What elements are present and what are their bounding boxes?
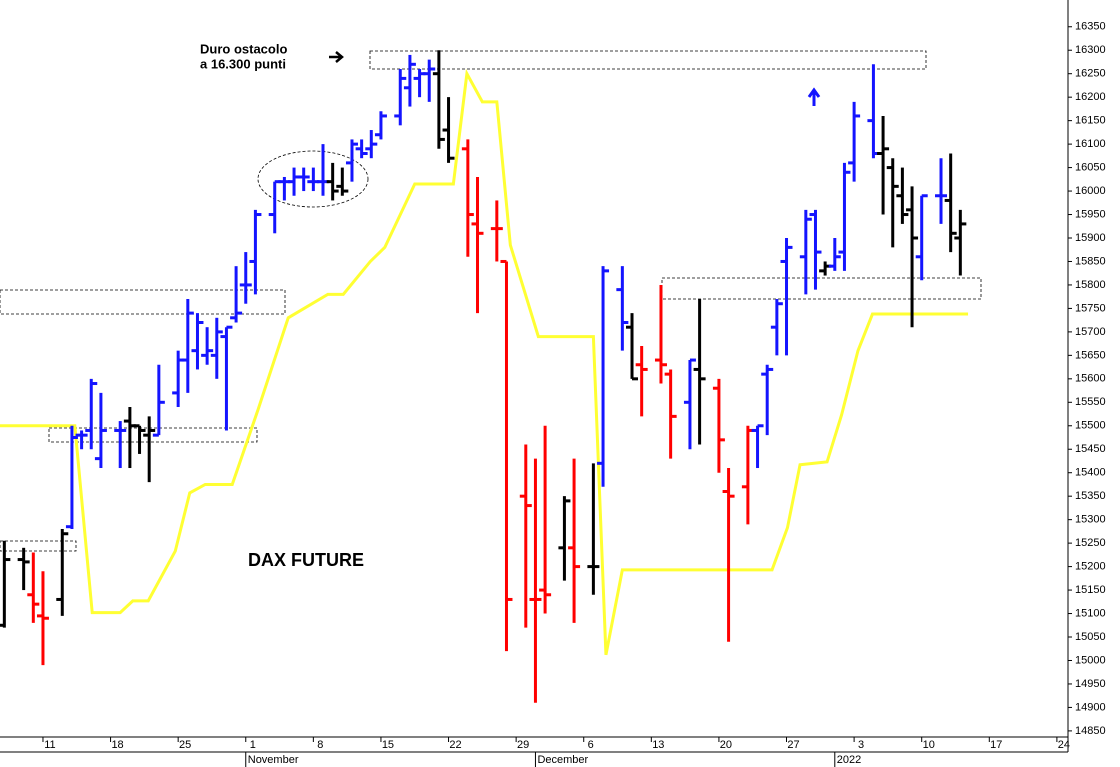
x-tick-label: 10 <box>923 739 935 751</box>
y-tick-label: 15400 <box>1075 467 1106 479</box>
zone-box <box>0 289 286 315</box>
y-tick-label: 15200 <box>1075 561 1106 573</box>
y-tick-label: 15850 <box>1075 255 1106 267</box>
y-tick-label: 15700 <box>1075 326 1106 338</box>
resistance-box <box>369 50 927 70</box>
y-tick-label: 15000 <box>1075 654 1106 666</box>
x-tick-label: 27 <box>787 739 799 751</box>
x-tick-label: 13 <box>652 739 664 751</box>
y-tick-label: 16150 <box>1075 115 1106 127</box>
x-tick-label: 17 <box>990 739 1002 751</box>
y-tick-label: 15800 <box>1075 279 1106 291</box>
x-tick-label: 24 <box>1058 739 1070 751</box>
y-tick-label: 14850 <box>1075 725 1106 737</box>
y-tick-label: 15100 <box>1075 607 1106 619</box>
x-tick-label: 18 <box>111 739 123 751</box>
x-tick-label: 6 <box>588 739 594 751</box>
y-tick-label: 15650 <box>1075 349 1106 361</box>
month-label: November <box>248 754 299 766</box>
y-tick-label: 15050 <box>1075 631 1106 643</box>
y-tick-label: 16050 <box>1075 161 1106 173</box>
x-tick-label: 8 <box>317 739 323 751</box>
y-tick-label: 15300 <box>1075 514 1106 526</box>
y-tick-label: 16100 <box>1075 138 1106 150</box>
y-tick-label: 15950 <box>1075 208 1106 220</box>
x-tick-label: 15 <box>382 739 394 751</box>
x-tick-label: 3 <box>858 739 864 751</box>
y-tick-label: 16000 <box>1075 185 1106 197</box>
x-tick-label: 22 <box>449 739 461 751</box>
zone-box <box>0 540 77 552</box>
arrow <box>329 51 344 63</box>
x-tick-label: 1 <box>250 739 256 751</box>
month-label: 2022 <box>837 754 861 766</box>
y-tick-label: 16200 <box>1075 91 1106 103</box>
x-tick-label: 29 <box>517 739 529 751</box>
y-tick-label: 15250 <box>1075 537 1106 549</box>
y-tick-label: 15450 <box>1075 443 1106 455</box>
x-tick-label: 11 <box>44 739 55 751</box>
y-tick-label: 16250 <box>1075 68 1106 80</box>
y-tick-label: 14900 <box>1075 701 1106 713</box>
y-tick-label: 15600 <box>1075 373 1106 385</box>
indicator-line <box>0 68 969 656</box>
annotation: Duro ostacolo <box>200 41 287 56</box>
y-tick-label: 15550 <box>1075 396 1106 408</box>
zone-box <box>48 427 258 443</box>
x-tick-label: 25 <box>179 739 191 751</box>
y-tick-label: 16350 <box>1075 21 1106 33</box>
annotation: a 16.300 punti <box>200 56 286 71</box>
month-label: December <box>537 754 588 766</box>
chart-title: DAX FUTURE <box>248 550 364 570</box>
y-tick-label: 15500 <box>1075 420 1106 432</box>
y-tick-label: 16300 <box>1075 44 1106 56</box>
y-tick-label: 15150 <box>1075 584 1106 596</box>
y-tick-label: 15900 <box>1075 232 1106 244</box>
consolidation-ellipse <box>257 150 369 208</box>
y-tick-label: 15350 <box>1075 490 1106 502</box>
arrow <box>807 87 821 106</box>
y-tick-label: 15750 <box>1075 302 1106 314</box>
x-tick-label: 20 <box>720 739 732 751</box>
y-tick-label: 14950 <box>1075 678 1106 690</box>
annotation-shapes <box>0 50 982 552</box>
